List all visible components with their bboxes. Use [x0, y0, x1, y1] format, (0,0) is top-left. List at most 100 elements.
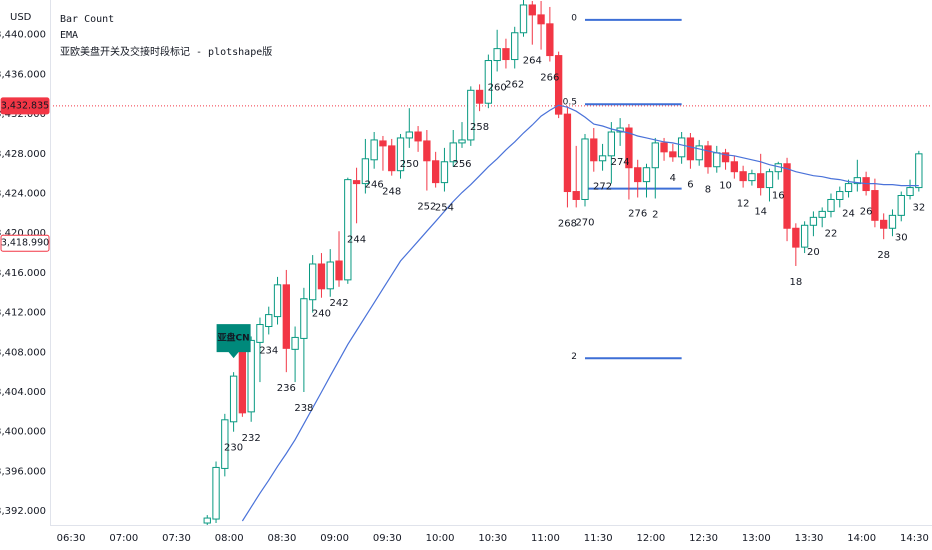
- x-tick-label: 07:30: [162, 533, 191, 544]
- candle-body: [809, 216, 818, 226]
- candle-body: [247, 339, 255, 413]
- candle-body: [361, 158, 370, 185]
- candle-body: [414, 131, 422, 142]
- price-labels: 3,432.835 3,418.990: [0, 97, 50, 252]
- candle-body: [800, 224, 809, 248]
- candle-body: [212, 466, 220, 520]
- x-tick-label: 13:00: [742, 533, 771, 544]
- candle-body: [563, 113, 572, 193]
- candle-body: [475, 89, 484, 104]
- bar-count-label: 20: [807, 247, 820, 258]
- candle-body: [581, 138, 589, 200]
- x-tick-label: 09:30: [373, 533, 402, 544]
- candle-body: [467, 89, 475, 141]
- price-label: 3,418.990: [1, 238, 49, 249]
- candle-body: [669, 151, 677, 158]
- candle-body: [273, 284, 282, 318]
- candle-body: [590, 138, 598, 162]
- candle-body: [405, 131, 413, 139]
- candle-body: [554, 55, 563, 115]
- bar-count-label: 22: [825, 228, 838, 239]
- x-tick-label: 10:00: [426, 533, 455, 544]
- candle-body: [704, 145, 712, 168]
- ema-line: [241, 104, 919, 522]
- bar-count-label: 272: [593, 182, 612, 193]
- bar-count-label: 250: [400, 159, 419, 170]
- bar-count-label: 8: [705, 185, 711, 196]
- candle-body: [660, 142, 668, 153]
- candle-body: [511, 32, 519, 61]
- bar-count-label: 262: [505, 79, 524, 90]
- price-label-box: [0, 234, 50, 252]
- bar-count-label: 246: [365, 180, 384, 191]
- candle-body: [449, 142, 457, 163]
- candle-body: [792, 227, 800, 248]
- y-tick-label: 3,420.000: [0, 228, 46, 239]
- bar-count-label: 28: [877, 250, 890, 261]
- candle-body: [713, 152, 721, 168]
- candle-body: [827, 198, 835, 212]
- candle-body: [634, 167, 642, 183]
- price-label-box: [0, 97, 50, 115]
- legend-bar-count: Bar Count: [60, 14, 114, 25]
- candle-body: [221, 419, 229, 469]
- x-tick-label: 09:00: [320, 533, 349, 544]
- candle-body: [625, 127, 633, 169]
- candle-body: [335, 260, 343, 281]
- candle-body: [572, 191, 580, 200]
- bar-count-label: 266: [540, 73, 559, 84]
- x-tick-label: 11:00: [531, 533, 560, 544]
- candle-body: [396, 137, 405, 172]
- fib-label: 2: [571, 352, 577, 362]
- candle-body: [256, 324, 264, 343]
- bar-count-label: 254: [435, 203, 454, 214]
- bar-count-label: 10: [719, 181, 732, 192]
- y-tick-label: 3,424.000: [0, 189, 46, 200]
- candle-body: [598, 155, 607, 162]
- candle-body: [880, 219, 888, 229]
- candle-body: [282, 284, 290, 349]
- candle-body: [484, 60, 493, 104]
- x-tick-label: 12:00: [636, 533, 665, 544]
- candle-body: [695, 145, 703, 161]
- candle-body: [458, 139, 466, 144]
- legend-session: 亚欧美盘开关及交接时段标记 - plotshape版: [60, 45, 272, 58]
- candle-body: [546, 23, 554, 57]
- y-tick-label: 3,416.000: [0, 268, 46, 279]
- candle-body: [238, 351, 247, 414]
- x-tick-label: 13:30: [795, 533, 824, 544]
- candle-body: [783, 163, 791, 229]
- bar-count-label: 16: [772, 191, 785, 202]
- bar-count-label: 258: [470, 122, 489, 133]
- currency: USD: [10, 12, 32, 23]
- candle-body: [915, 153, 923, 189]
- candle-body: [677, 137, 686, 158]
- bar-count-label: 18: [789, 277, 802, 288]
- bar-count-label: 242: [329, 298, 348, 309]
- candle-body: [440, 161, 449, 184]
- session-label: 亚盘CN: [218, 332, 250, 344]
- y-tick-label: 3,404.000: [0, 387, 46, 398]
- candle-body: [818, 210, 826, 218]
- candle-body: [721, 152, 730, 163]
- candle-body: [739, 171, 747, 182]
- candle-body: [537, 14, 545, 25]
- candle-body: [748, 173, 756, 182]
- bar-count-label: 276: [628, 208, 647, 219]
- legend-ema: EMA: [60, 30, 78, 41]
- session-marker: [216, 324, 251, 359]
- candle-body: [423, 140, 431, 162]
- bar-count-label: 252: [417, 202, 436, 213]
- candle-body: [730, 161, 739, 173]
- candle-body: [309, 263, 317, 301]
- candle-body: [757, 173, 765, 189]
- candle-body: [388, 145, 396, 172]
- x-tick-label: 07:00: [109, 533, 138, 544]
- candle-body: [642, 167, 651, 183]
- candle-body: [493, 48, 501, 62]
- bar-count-label: 264: [523, 56, 542, 67]
- candle-body: [519, 4, 528, 34]
- x-tick-label: 08:30: [268, 533, 297, 544]
